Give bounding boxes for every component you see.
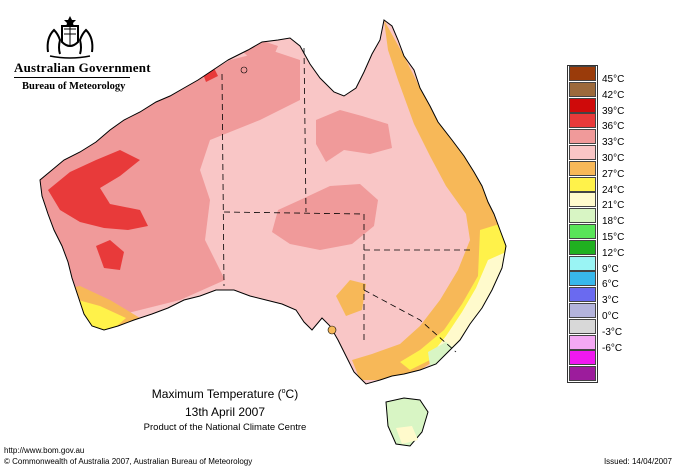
legend-label: 12°C: [602, 247, 625, 259]
zone-36c-inland: [96, 240, 124, 270]
legend-swatch: [569, 160, 596, 176]
legend-label: 42°C: [602, 89, 625, 101]
legend-item: [568, 350, 638, 366]
legend-item: 27°C: [568, 160, 638, 180]
legend-swatch: [569, 350, 596, 366]
kangaroo-island: [327, 325, 337, 335]
legend-label: 39°C: [602, 105, 625, 117]
legend-label: 21°C: [602, 200, 625, 212]
legend-item: 12°C: [568, 239, 638, 259]
zone-18c-alps: [428, 342, 456, 366]
legend-swatch: [569, 208, 596, 224]
map-date: 13th April 2007: [184, 405, 266, 419]
legend-item: -6°C: [568, 334, 638, 354]
tasmania-21c-zone: [396, 426, 418, 444]
legend-item: 18°C: [568, 208, 638, 228]
coat-of-arms-icon: [46, 16, 94, 59]
legend-swatch: [569, 81, 596, 97]
issued-date: Issued: 14/04/2007: [603, 457, 672, 466]
zone-21c-east: [430, 252, 506, 360]
map-title-text: Maximum Temperature (: [151, 387, 282, 401]
legend-label: 3°C: [602, 295, 619, 307]
map-title: Maximum Temperature (oC): [130, 387, 320, 401]
legend-swatch: [569, 192, 596, 208]
legend-label: 6°C: [602, 279, 619, 291]
product-credit: Product of the National Climate Centre: [143, 422, 307, 433]
legend-swatch: [569, 97, 596, 113]
legend-swatch: [569, 224, 596, 239]
legend-label: 0°C: [602, 311, 619, 322]
legend-item: 6°C: [568, 271, 638, 291]
legend-label: 45°C: [602, 74, 625, 85]
legend-label: 33°C: [602, 137, 625, 149]
legend-label: 27°C: [602, 168, 625, 180]
legend-swatch: [569, 255, 596, 271]
legend-label: 30°C: [602, 153, 625, 164]
legend-item: 33°C: [568, 129, 638, 149]
zone-36c-west: [48, 150, 148, 230]
zone-33c-northeast: [316, 110, 392, 162]
legend-swatch: [569, 176, 596, 192]
legend-swatch: [569, 287, 596, 303]
legend-swatch: [569, 334, 596, 350]
map-title-unit: o: [281, 388, 286, 395]
legend-label: -3°C: [602, 326, 623, 338]
legend-item: [568, 366, 638, 382]
legend-swatch: [569, 66, 596, 81]
legend-item: 30°C: [568, 145, 638, 164]
legend-item: 15°C: [568, 224, 638, 243]
temperature-legend: 45°C 42°C 39°C 36°C 33°C 30°C 27°C 24°C 21°C 18°C…: [568, 66, 638, 382]
legend-label: 18°C: [602, 216, 625, 228]
melville-island: [240, 66, 248, 74]
copyright-notice: © Commonwealth of Australia 2007, Austra…: [4, 457, 253, 466]
legend-label: 24°C: [602, 184, 625, 196]
legend-swatch: [569, 129, 596, 145]
legend-item: 24°C: [568, 176, 638, 196]
legend-swatch: [569, 113, 596, 129]
legend-swatch: [569, 271, 596, 287]
legend-label: 15°C: [602, 232, 625, 243]
legend-frame: [567, 65, 598, 383]
legend-item: -3°C: [568, 318, 638, 338]
agency-name: Australian Government: [14, 60, 151, 75]
legend-swatch: [569, 366, 596, 382]
legend-swatch: [569, 145, 596, 160]
website-url[interactable]: http://www.bom.gov.au: [4, 446, 85, 455]
legend-swatch: [569, 239, 596, 255]
legend-item: 3°C: [568, 287, 638, 307]
legend-item: 9°C: [568, 255, 638, 275]
legend-label: -6°C: [602, 342, 623, 354]
map-title-suffix: C): [285, 387, 299, 401]
zone-27c-sa-gulf: [336, 280, 366, 316]
zone-27c-east-coast: [352, 20, 506, 380]
legend-item: 0°C: [568, 303, 638, 322]
mainland-outline: [39, 19, 507, 385]
legend-label: 9°C: [602, 263, 619, 275]
zone-24c-east: [400, 222, 506, 370]
legend-swatch: [569, 318, 596, 334]
tasmania: [385, 397, 429, 447]
bureau-name: Bureau of Meteorology: [22, 81, 126, 92]
legend-item: 36°C: [568, 113, 638, 133]
zone-33c-central: [272, 184, 378, 250]
legend-item: 21°C: [568, 192, 638, 212]
legend-item: 42°C: [568, 81, 638, 101]
legend-item: 39°C: [568, 97, 638, 117]
legend-swatch: [569, 303, 596, 318]
header-divider: [14, 77, 130, 78]
legend-item: 45°C: [568, 66, 638, 85]
state-borders: [221, 47, 470, 353]
legend-label: 36°C: [602, 121, 625, 133]
